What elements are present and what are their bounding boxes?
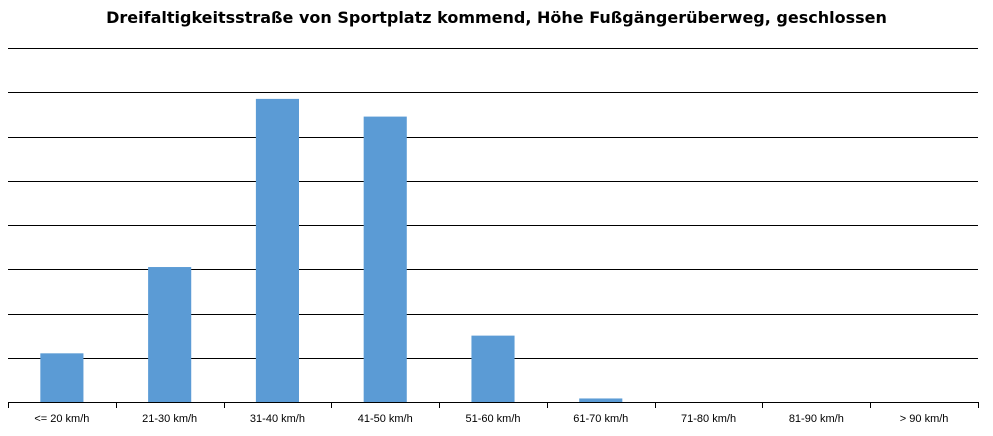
- bars: [40, 98, 623, 403]
- x-tick-label: <= 20 km/h: [34, 413, 89, 425]
- bar: [40, 353, 84, 402]
- x-tick-label: 61-70 km/h: [573, 413, 628, 425]
- x-axis: [8, 402, 979, 408]
- x-tick-label: 51-60 km/h: [465, 413, 520, 425]
- bar: [579, 398, 623, 402]
- bar: [363, 116, 407, 403]
- x-tick-label: 41-50 km/h: [358, 413, 413, 425]
- x-tick-label: 31-40 km/h: [250, 413, 305, 425]
- bar: [148, 267, 192, 402]
- x-tick-labels: <= 20 km/h 21-30 km/h 31-40 km/h 41-50 km/h…: [34, 413, 948, 425]
- chart-title: Dreifaltigkeitsstraße von Sportplatz kom…: [106, 8, 887, 27]
- x-tick-label: > 90 km/h: [900, 413, 949, 425]
- x-tick-label: 81-90 km/h: [789, 413, 844, 425]
- x-tick-label: 21-30 km/h: [142, 413, 197, 425]
- bar: [471, 335, 515, 402]
- x-tick-label: 71-80 km/h: [681, 413, 736, 425]
- bar: [255, 98, 299, 402]
